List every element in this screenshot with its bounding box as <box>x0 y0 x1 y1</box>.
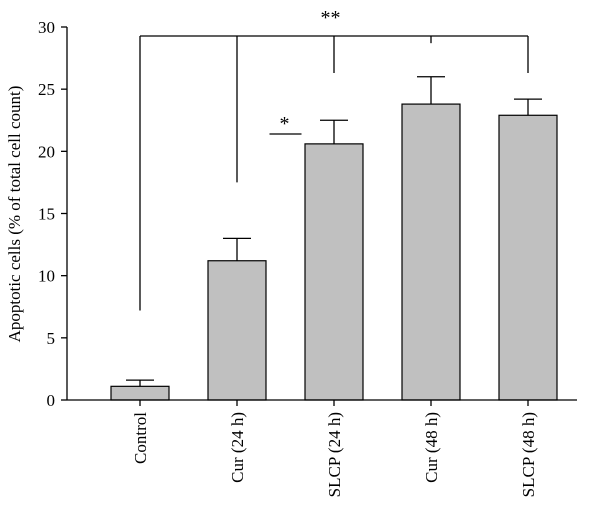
axes-layer: 0 5 10 15 20 25 30 Control Cur (24 h) SLCP (24 h)… <box>38 18 577 497</box>
bars-layer <box>110 103 558 401</box>
x-tick-label: Control <box>131 412 150 464</box>
y-tick-label: 0 <box>47 391 56 410</box>
x-tick-label: SLCP (24 h) <box>325 412 344 497</box>
y-tick-label: 30 <box>38 18 55 37</box>
bar <box>207 260 267 401</box>
y-axis-label: Apoptotic cells (% of total cell count) <box>5 86 24 343</box>
significance-label: ** <box>321 7 341 29</box>
x-tick-label: SLCP (48 h) <box>519 412 538 497</box>
bar <box>110 385 170 401</box>
y-tick-label: 25 <box>38 80 55 99</box>
error-bars-layer <box>126 76 542 387</box>
y-tick-label: 15 <box>38 205 55 224</box>
x-tick-label: Cur (24 h) <box>228 412 247 483</box>
significance-label-small: * <box>280 113 290 135</box>
y-tick-label: 10 <box>38 267 55 286</box>
x-tick-label: Cur (48 h) <box>422 412 441 483</box>
y-tick-label: 20 <box>38 142 55 161</box>
bar <box>401 103 461 401</box>
significance-layer: *** <box>139 7 529 311</box>
y-tick-label: 5 <box>47 329 56 348</box>
bar <box>498 114 558 401</box>
bar <box>304 143 364 401</box>
